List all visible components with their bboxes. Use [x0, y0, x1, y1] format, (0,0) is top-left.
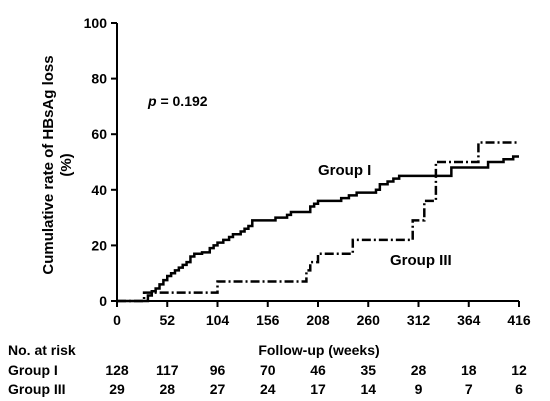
y-tick-label: 0	[99, 293, 107, 309]
risk-value: 28	[159, 381, 175, 397]
risk-table-title: No. at risk	[8, 342, 76, 358]
risk-value: 12	[511, 362, 527, 378]
risk-value: 46	[310, 362, 326, 378]
risk-value: 27	[210, 381, 226, 397]
group-i-curve	[117, 155, 519, 303]
x-tick-label: 0	[113, 312, 121, 328]
risk-row-label-group-iii: Group III	[8, 381, 66, 397]
x-tick-label: 260	[357, 312, 381, 328]
group-iii-label: Group III	[390, 252, 452, 269]
y-axis-label-line2: (%)	[58, 153, 75, 176]
x-tick-label: 364	[457, 312, 481, 328]
risk-value: 7	[465, 381, 473, 397]
risk-value: 14	[360, 381, 376, 397]
y-tick-label: 100	[84, 15, 108, 31]
risk-value: 117	[156, 362, 179, 378]
group-i-label: Group I	[318, 162, 371, 179]
risk-value: 6	[515, 381, 523, 397]
group-iii-curve	[117, 141, 519, 303]
y-tick-label: 40	[91, 182, 107, 198]
x-tick-label: 208	[306, 312, 330, 328]
x-tick-label: 52	[159, 312, 175, 328]
risk-value: 128	[105, 362, 129, 378]
risk-value: 96	[210, 362, 226, 378]
risk-value: 18	[461, 362, 477, 378]
risk-value: 9	[415, 381, 423, 397]
risk-value: 28	[411, 362, 427, 378]
p-value-symbol: p	[147, 93, 157, 109]
p-value-text: = 0.192	[157, 93, 208, 109]
x-tick-label: 416	[507, 312, 531, 328]
x-tick-label: 312	[407, 312, 431, 328]
risk-value: 70	[260, 362, 276, 378]
x-axis-label: Follow-up (weeks)	[258, 342, 379, 358]
risk-value: 29	[109, 381, 125, 397]
y-ticks: 0 20 40 60 80 100	[84, 15, 117, 309]
risk-row-label-group-i: Group I	[8, 362, 58, 378]
x-tick-label: 156	[256, 312, 280, 328]
y-tick-label: 20	[91, 237, 107, 253]
y-tick-label: 80	[91, 71, 107, 87]
risk-value: 35	[360, 362, 376, 378]
y-tick-label: 60	[91, 126, 107, 142]
x-tick-label: 104	[206, 312, 230, 328]
risk-values: 128 117 96 70 46 35 28 18 12 29 28 27 24 17 14 9 7 6	[105, 362, 527, 397]
risk-value: 17	[310, 381, 326, 397]
y-axis-label-line1: Cumulative rate of HBsAg loss	[40, 55, 57, 274]
risk-value: 24	[260, 381, 276, 397]
p-value-annotation: p = 0.192	[147, 93, 208, 109]
x-ticks: 0 52 104 156 208 260 312 364 416	[113, 301, 531, 328]
